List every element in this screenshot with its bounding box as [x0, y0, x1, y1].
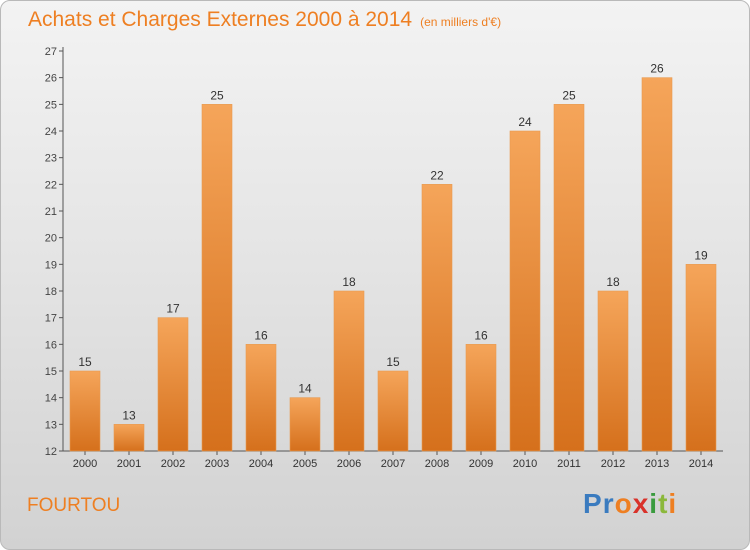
bar-value-label: 15: [386, 355, 400, 369]
bar: [333, 290, 365, 452]
bar: [245, 344, 277, 452]
x-tick-label: 2000: [73, 458, 97, 470]
y-tick-label: 26: [45, 73, 57, 85]
bar: [509, 130, 541, 452]
x-tick-label: 2004: [249, 458, 273, 470]
bar: [553, 104, 585, 452]
bar: [289, 397, 321, 452]
y-tick-label: 27: [45, 46, 57, 58]
bar: [201, 104, 233, 452]
logo-letter: o: [614, 488, 633, 519]
bar-value-label: 13: [122, 408, 136, 422]
y-tick-label: 16: [45, 339, 57, 351]
y-tick-label: 21: [45, 206, 57, 218]
bar-value-label: 24: [518, 115, 532, 129]
x-tick-label: 2003: [205, 458, 229, 470]
bar: [113, 424, 145, 452]
x-tick-label: 2001: [117, 458, 141, 470]
y-tick-label: 13: [45, 419, 57, 431]
x-tick-label: 2014: [689, 458, 713, 470]
logo-letter: r: [602, 488, 615, 519]
bar: [69, 370, 101, 452]
chart-title: Achats et Charges Externes 2000 à 2014 (e…: [28, 8, 501, 32]
x-tick-label: 2008: [425, 458, 449, 470]
y-tick-label: 20: [45, 233, 57, 245]
logo-letter: t: [658, 488, 669, 519]
bar: [641, 77, 673, 452]
x-tick-label: 2011: [557, 458, 581, 470]
y-tick-label: 15: [45, 366, 57, 378]
bar: [157, 317, 189, 452]
bar-value-label: 17: [166, 302, 180, 316]
y-tick-label: 25: [45, 99, 57, 111]
x-tick-label: 2010: [513, 458, 537, 470]
logo-letter: i: [649, 488, 659, 519]
bar-value-label: 15: [78, 355, 92, 369]
chart-subtitle: (en milliers d'€): [420, 15, 502, 29]
chart-title-main: Achats et Charges Externes 2000 à 2014: [28, 8, 413, 31]
y-tick-label: 23: [45, 153, 57, 165]
bar-value-label: 14: [298, 382, 312, 396]
y-tick-label: 24: [45, 126, 57, 138]
x-tick-label: 2005: [293, 458, 317, 470]
bar-value-label: 18: [342, 275, 356, 289]
x-tick-label: 2013: [645, 458, 669, 470]
bar: [685, 264, 717, 452]
y-tick-label: 14: [45, 393, 57, 405]
y-tick-label: 22: [45, 179, 57, 191]
bar-value-label: 26: [650, 62, 664, 76]
x-tick-label: 2002: [161, 458, 185, 470]
bar-value-label: 18: [606, 275, 620, 289]
bar-value-label: 25: [562, 88, 576, 102]
y-tick-label: 18: [45, 286, 57, 298]
bar: [465, 344, 497, 452]
y-tick-label: 17: [45, 313, 57, 325]
x-tick-label: 2012: [601, 458, 625, 470]
x-tick-label: 2006: [337, 458, 361, 470]
x-tick-label: 2007: [381, 458, 405, 470]
bar: [421, 184, 453, 452]
bar-value-label: 16: [474, 328, 488, 342]
bar-value-label: 25: [210, 88, 224, 102]
logo-letter: x: [632, 488, 650, 519]
logo-letter: P: [583, 488, 603, 519]
bar: [597, 290, 629, 452]
bar-value-label: 19: [694, 248, 708, 262]
y-tick-label: 12: [45, 446, 57, 458]
y-tick-label: 19: [45, 259, 57, 271]
logo-letter: i: [668, 488, 678, 519]
proxiti-logo: Proxiti: [583, 488, 677, 520]
bar-value-label: 16: [254, 328, 268, 342]
commune-name: FOURTOU: [27, 495, 121, 516]
bar-value-label: 22: [430, 168, 444, 182]
bar: [377, 370, 409, 452]
x-tick-label: 2009: [469, 458, 493, 470]
